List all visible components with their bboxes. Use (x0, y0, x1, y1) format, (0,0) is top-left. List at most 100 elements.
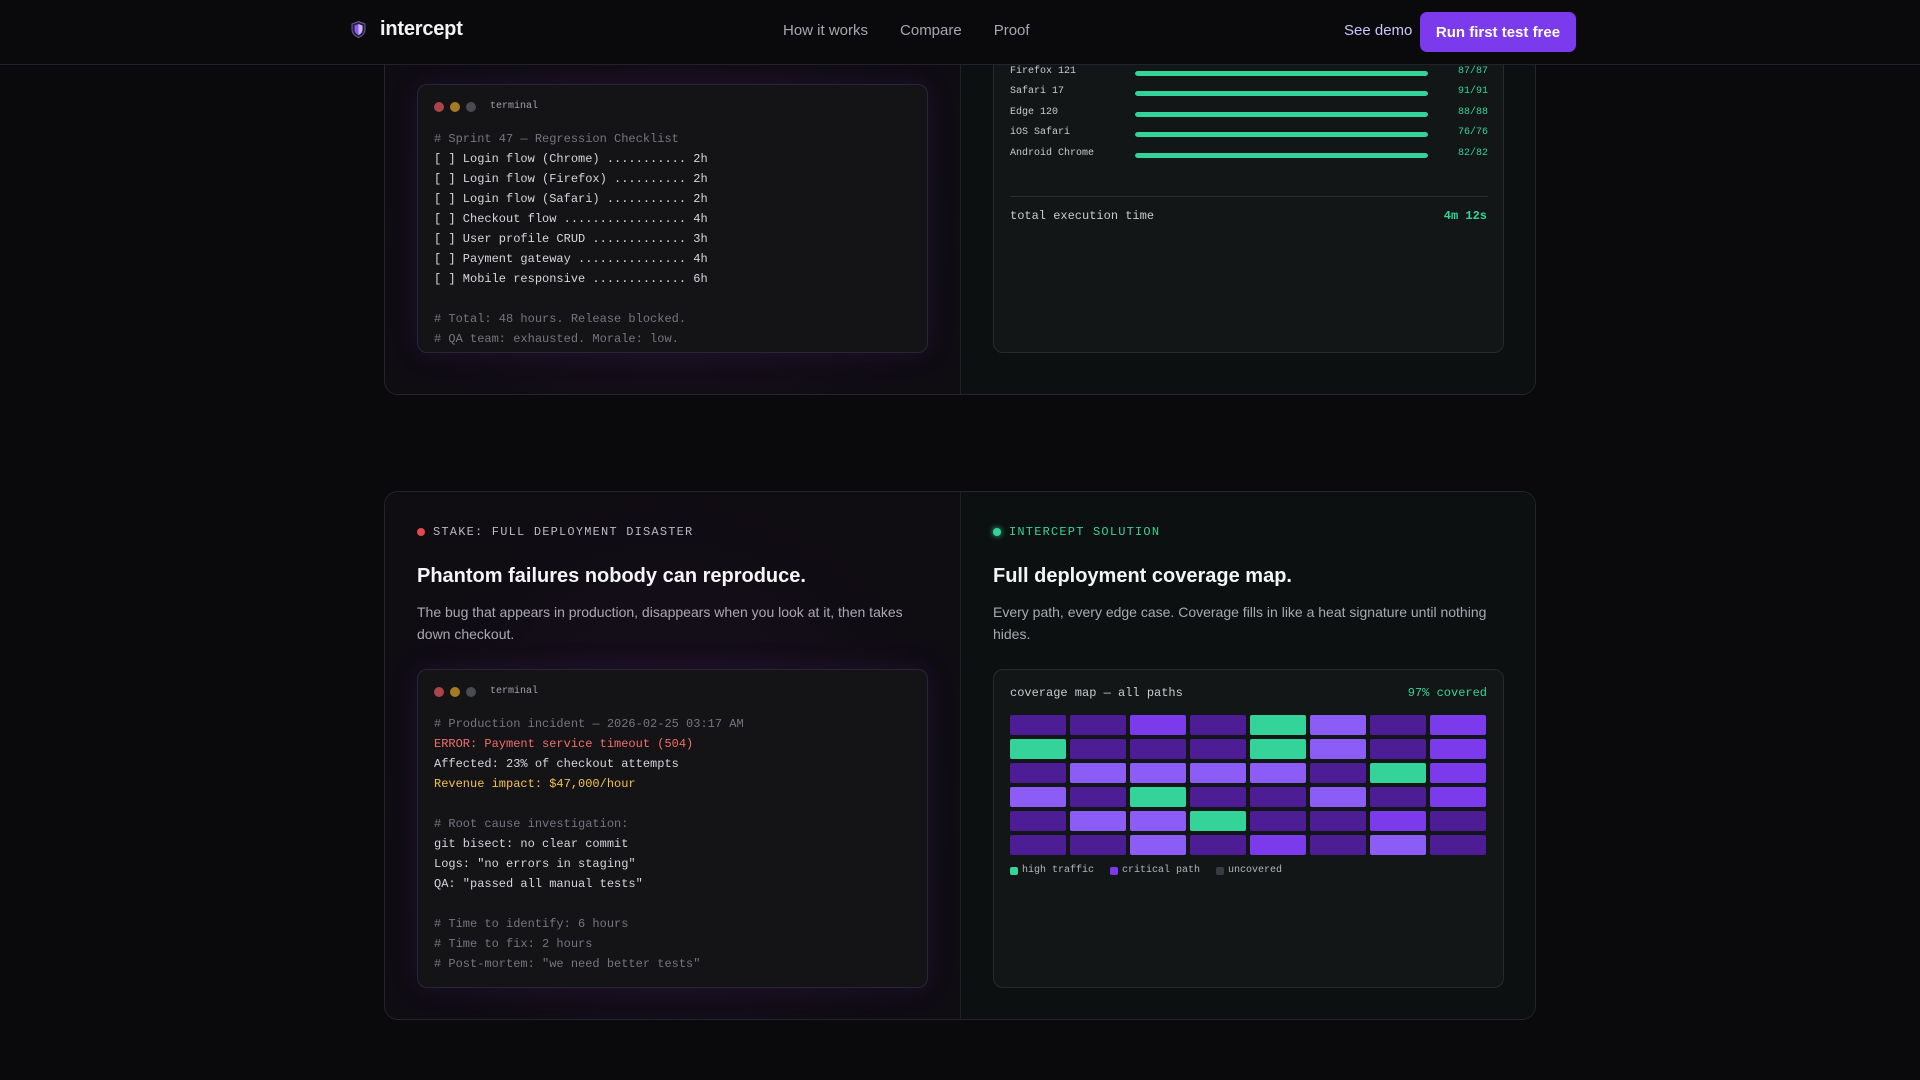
run-first-test-button[interactable]: Run first test free (1420, 12, 1576, 52)
coverage-cell (1010, 811, 1066, 831)
shield-logo-icon (351, 21, 366, 38)
coverage-cell (1370, 787, 1426, 807)
coverage-cell (1310, 763, 1366, 783)
nav-link-how-it-works[interactable]: How it works (783, 22, 869, 39)
execution-time-value: 4m 12s (1443, 209, 1487, 223)
coverage-cell (1070, 715, 1126, 735)
minimize-dot-icon (450, 101, 460, 112)
stake-tag: STAKE: FULL DEPLOYMENT DISASTER (417, 525, 693, 539)
solution-description: Every path, every edge case. Coverage fi… (993, 604, 1487, 642)
nav-links: How it works Compare Proof (783, 22, 1030, 39)
browser-progress-bar (1135, 132, 1428, 137)
solution-tag: INTERCEPT SOLUTION (993, 525, 1160, 539)
terminal-output: # Production incident — 2026-02-25 03:17… (434, 714, 744, 974)
terminal-line: # Post-mortem: "we need better tests" (434, 957, 701, 971)
maximize-dot-icon (466, 686, 476, 697)
browser-progress-fill (1135, 111, 1428, 117)
coverage-map-panel: coverage map — all paths 97% covered hig… (993, 669, 1504, 988)
solution-heading: Full deployment coverage map. (993, 565, 1292, 587)
problem-heading: Phantom failures nobody can reproduce. (417, 565, 806, 587)
coverage-cell (1370, 739, 1426, 759)
coverage-cell (1010, 835, 1066, 855)
browser-pass-count: 88/88 (1457, 106, 1488, 118)
legend-swatch-icon (1216, 866, 1225, 875)
coverage-cell (1010, 763, 1066, 783)
coverage-cell (1430, 763, 1486, 783)
legend-label: high traffic (1022, 865, 1095, 876)
coverage-cell (1130, 715, 1186, 735)
browser-progress-fill (1135, 91, 1428, 96)
coverage-cell (1010, 715, 1066, 735)
coverage-cell (1010, 739, 1066, 759)
terminal-line: # Sprint 47 — Regression Checklist (434, 132, 679, 146)
brand-name: intercept (380, 18, 463, 40)
coverage-cell (1310, 835, 1366, 855)
legend-item: high traffic (1010, 865, 1094, 876)
coverage-cell (1130, 739, 1186, 759)
browser-name: Safari 17 (1010, 86, 1065, 97)
coverage-cell (1130, 835, 1186, 855)
close-dot-icon (434, 686, 444, 697)
solution-panel: INTERCEPT SOLUTION Full deployment cover… (960, 492, 1535, 1019)
browser-name: Edge 120 (1010, 106, 1059, 118)
browser-progress-fill (1135, 70, 1428, 76)
terminal-line: [ ] Checkout flow ................. 4h (434, 212, 708, 226)
coverage-cell (1010, 787, 1066, 807)
problem-panel: STAKE: FULL DEPLOYMENT DISASTER Phantom … (385, 492, 960, 1019)
divider (1010, 196, 1488, 197)
browser-progress-bar (1135, 111, 1428, 117)
browser-pass-count: 82/82 (1457, 147, 1488, 159)
coverage-cell (1070, 835, 1126, 855)
browser-name: Android Chrome (1010, 147, 1095, 159)
terminal-line: Affected: 23% of checkout attempts (434, 757, 679, 771)
coverage-cell (1190, 835, 1246, 855)
terminal-line (434, 289, 708, 309)
terminal-header: terminal (434, 101, 538, 112)
coverage-cell (1070, 739, 1126, 759)
comparison-card-top: terminal # Sprint 47 — Regression Checkl… (384, 0, 1536, 395)
coverage-cell (1310, 787, 1366, 807)
terminal-line: [ ] Payment gateway ............... 4h (434, 252, 708, 266)
coverage-cell (1430, 811, 1486, 831)
coverage-cell (1130, 811, 1186, 831)
terminal-line: # QA team: exhausted. Morale: low. (434, 332, 679, 346)
coverage-cell (1370, 715, 1426, 735)
coverage-cell (1250, 835, 1306, 855)
coverage-cell (1070, 811, 1126, 831)
coverage-cell (1310, 715, 1366, 735)
coverage-cell (1430, 739, 1486, 759)
nav-link-proof[interactable]: Proof (993, 22, 1030, 39)
solution-tag-label: INTERCEPT SOLUTION (1009, 525, 1161, 539)
browser-progress-bar (1135, 70, 1428, 76)
top-navigation: intercept How it works Compare Proof See… (0, 0, 1920, 65)
coverage-cell (1430, 835, 1486, 855)
green-status-dot-icon (993, 528, 1001, 536)
coverage-cell (1190, 715, 1246, 735)
terminal-output: # Sprint 47 — Regression Checklist [ ] Lo… (434, 129, 708, 349)
nav-link-compare[interactable]: Compare (900, 22, 962, 39)
coverage-cell (1250, 763, 1306, 783)
legend-swatch-icon (1110, 866, 1119, 875)
terminal-title: terminal (490, 686, 539, 697)
browser-progress-bar (1135, 152, 1428, 158)
coverage-cell (1310, 811, 1366, 831)
coverage-cell (1130, 787, 1186, 807)
coverage-cell (1430, 715, 1486, 735)
coverage-cell (1250, 787, 1306, 807)
browser-progress-fill (1135, 152, 1428, 158)
coverage-cell (1430, 787, 1486, 807)
browser-name: Firefox 121 (1010, 65, 1077, 77)
browser-result-row: Firefox 121 87/87 (1010, 66, 1488, 80)
coverage-cell (1250, 715, 1306, 735)
see-demo-link[interactable]: See demo (1344, 22, 1413, 39)
coverage-percent: 97% covered (1407, 686, 1487, 700)
problem-description: The bug that appears in production, disa… (417, 604, 903, 642)
terminal-line: # Root cause investigation: (434, 817, 629, 831)
terminal-line: git bisect: no clear commit (434, 837, 629, 851)
brand[interactable]: intercept (351, 18, 463, 41)
browser-pass-count: 76/76 (1457, 127, 1488, 138)
terminal-line: # Total: 48 hours. Release blocked. (434, 312, 687, 326)
minimize-dot-icon (450, 686, 460, 697)
legend-item: critical path (1110, 865, 1200, 876)
terminal-title: terminal (490, 101, 539, 112)
